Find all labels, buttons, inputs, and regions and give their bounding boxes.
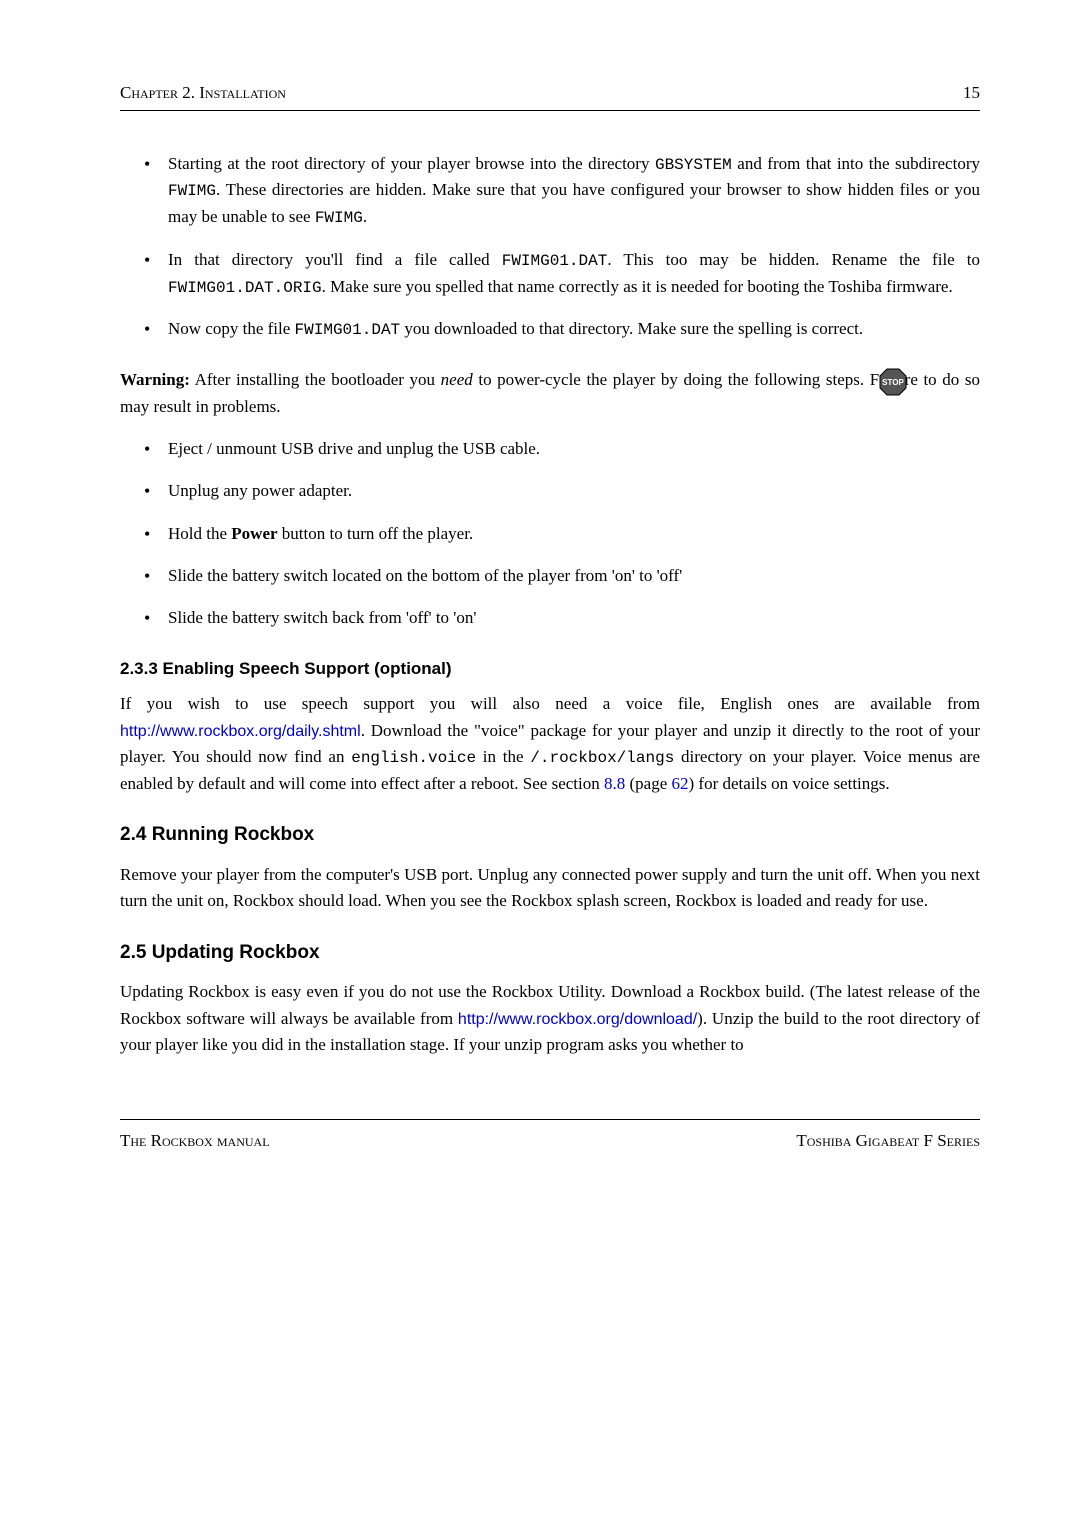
header-chapter: Chapter 2. Installation [120,80,286,106]
subsection-heading-233: 2.3.3 Enabling Speech Support (optional) [120,656,980,682]
paragraph-233: If you wish to use speech support you wi… [120,691,980,797]
text: If you wish to use speech support you wi… [120,694,980,713]
code: FWIMG01.DAT [502,252,608,270]
link-page-ref[interactable]: 62 [672,774,689,793]
list-item: Starting at the root directory of your p… [168,151,980,231]
code: FWIMG [168,182,216,200]
link-section-ref[interactable]: 8.8 [604,774,625,793]
list-item: In that directory you'll find a file cal… [168,247,980,301]
list-item: Hold the Power button to turn off the pl… [168,521,980,547]
footer-right: Toshiba Gigabeat F Series [796,1128,980,1154]
section-heading-24: 2.4 Running Rockbox [120,821,980,850]
bullet-list-2: Eject / unmount USB drive and unplug the… [168,436,980,632]
code: FWIMG01.DAT.ORIG [168,279,322,297]
text: in the [476,747,530,766]
list-item: Now copy the file FWIMG01.DAT you downlo… [168,316,980,343]
text: . [363,207,367,226]
code: /.rockbox/langs [530,749,674,767]
list-item: Eject / unmount USB drive and unplug the… [168,436,980,462]
list-item: Slide the battery switch back from 'off'… [168,605,980,631]
page-header: Chapter 2. Installation 15 [120,80,980,111]
text: . These directories are hidden. Make sur… [168,180,980,226]
text: Starting at the root directory of your p… [168,154,655,173]
text: . Make sure you spelled that name correc… [322,277,953,296]
text: Hold the [168,524,231,543]
code: english.voice [351,749,476,767]
text: After installing the bootloader you [190,370,441,389]
paragraph-24: Remove your player from the computer's U… [120,862,980,915]
code: FWIMG [315,209,363,227]
text: In that directory you'll find a file cal… [168,250,502,269]
text: . This too may be hidden. Rename the fil… [607,250,980,269]
text-italic: need [441,370,473,389]
bullet-list-1: Starting at the root directory of your p… [168,151,980,344]
text: ) for details on voice settings. [689,774,890,793]
paragraph-25: Updating Rockbox is easy even if you do … [120,979,980,1058]
code: GBSYSTEM [655,156,732,174]
list-item: Slide the battery switch located on the … [168,563,980,589]
footer-left: The Rockbox manual [120,1128,270,1154]
warning-paragraph: Warning: After installing the bootloader… [120,367,980,420]
stop-icon: STOP [878,367,908,397]
warning-label: Warning: [120,370,190,389]
link-download[interactable]: http://www.rockbox.org/download/ [458,1011,697,1028]
page-footer: The Rockbox manual Toshiba Gigabeat F Se… [120,1119,980,1154]
text: (page [625,774,671,793]
header-page-number: 15 [963,80,980,106]
section-heading-25: 2.5 Updating Rockbox [120,939,980,968]
text: and from that into the subdirectory [732,154,980,173]
link-daily[interactable]: http://www.rockbox.org/daily.shtml [120,723,361,740]
text: you downloaded to that directory. Make s… [400,319,863,338]
code: FWIMG01.DAT [295,321,401,339]
list-item: Unplug any power adapter. [168,478,980,504]
svg-text:STOP: STOP [882,378,904,387]
text: button to turn off the player. [278,524,474,543]
text: Now copy the file [168,319,295,338]
text-bold: Power [231,524,277,543]
